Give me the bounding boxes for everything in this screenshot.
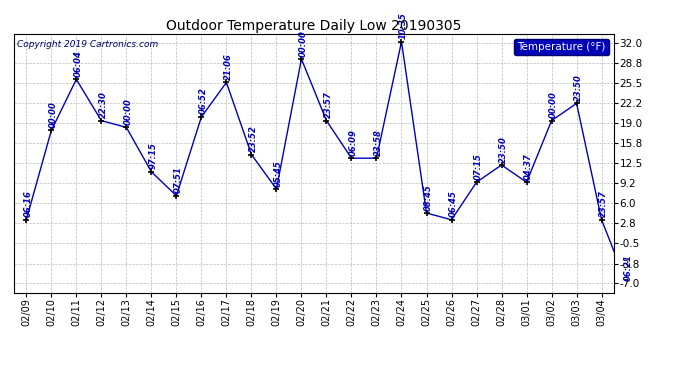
Text: 06:16: 06:16 <box>24 190 33 217</box>
Text: Copyright 2019 Cartronics.com: Copyright 2019 Cartronics.com <box>17 40 158 49</box>
Text: 00:00: 00:00 <box>549 91 558 118</box>
Text: 06:09: 06:09 <box>349 129 358 156</box>
Text: 00:00: 00:00 <box>124 98 133 125</box>
Text: 00:00: 00:00 <box>49 101 58 128</box>
Text: 07:15: 07:15 <box>474 153 483 180</box>
Legend: Temperature (°F): Temperature (°F) <box>514 39 609 55</box>
Text: 23:50: 23:50 <box>574 74 583 101</box>
Text: 06:45: 06:45 <box>449 190 458 217</box>
Text: 97:15: 97:15 <box>149 142 158 169</box>
Text: 04:37: 04:37 <box>524 153 533 180</box>
Text: 08:45: 08:45 <box>424 184 433 211</box>
Text: 23:57: 23:57 <box>324 91 333 118</box>
Text: 21:06: 21:06 <box>224 53 233 80</box>
Text: 22:30: 22:30 <box>99 91 108 118</box>
Text: 23:50: 23:50 <box>499 136 508 162</box>
Text: 06:04: 06:04 <box>74 50 83 77</box>
Text: 05:45: 05:45 <box>274 160 283 186</box>
Text: 23:57: 23:57 <box>599 190 608 217</box>
Text: 00:00: 00:00 <box>299 30 308 57</box>
Text: 23:52: 23:52 <box>249 125 258 152</box>
Text: 23:58: 23:58 <box>374 129 383 156</box>
Title: Outdoor Temperature Daily Low 20190305: Outdoor Temperature Daily Low 20190305 <box>166 19 462 33</box>
Text: 06:52: 06:52 <box>199 88 208 114</box>
Text: 07:51: 07:51 <box>174 166 183 194</box>
Text: 06:21: 06:21 <box>624 254 633 281</box>
Text: 10:35: 10:35 <box>399 12 408 39</box>
